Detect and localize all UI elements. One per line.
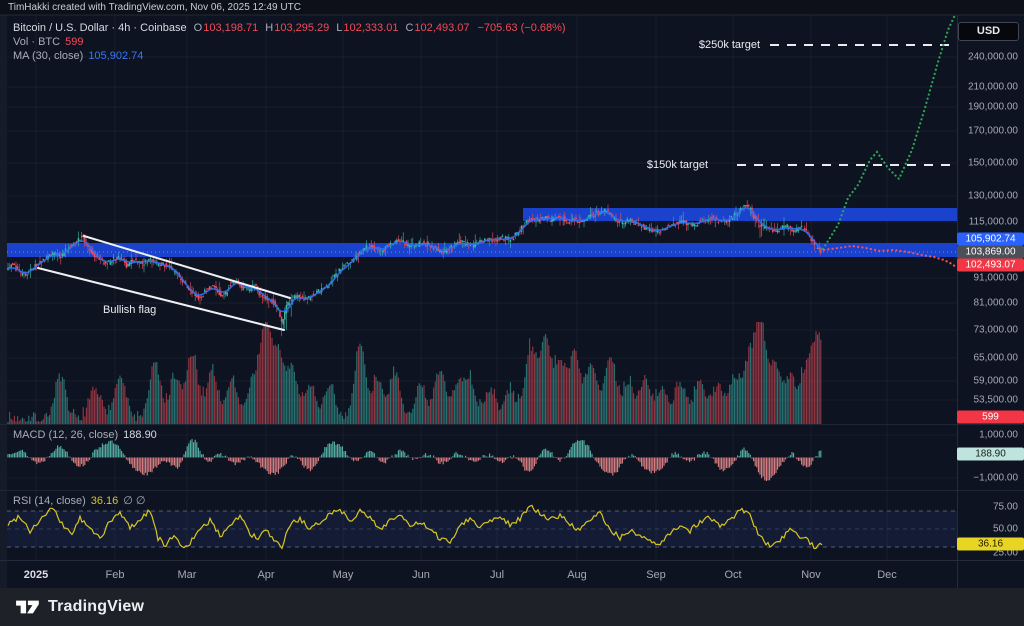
tradingview-logo-icon[interactable] bbox=[14, 597, 40, 617]
currency-toggle-button[interactable]: USD bbox=[958, 22, 1019, 41]
tradingview-wordmark[interactable]: TradingView bbox=[48, 598, 145, 615]
footer-bar: TradingView bbox=[0, 588, 1024, 626]
attribution-bar: TimHakki created with TradingView.com, N… bbox=[0, 0, 1024, 15]
attribution-text: TimHakki created with TradingView.com, N… bbox=[8, 2, 301, 13]
